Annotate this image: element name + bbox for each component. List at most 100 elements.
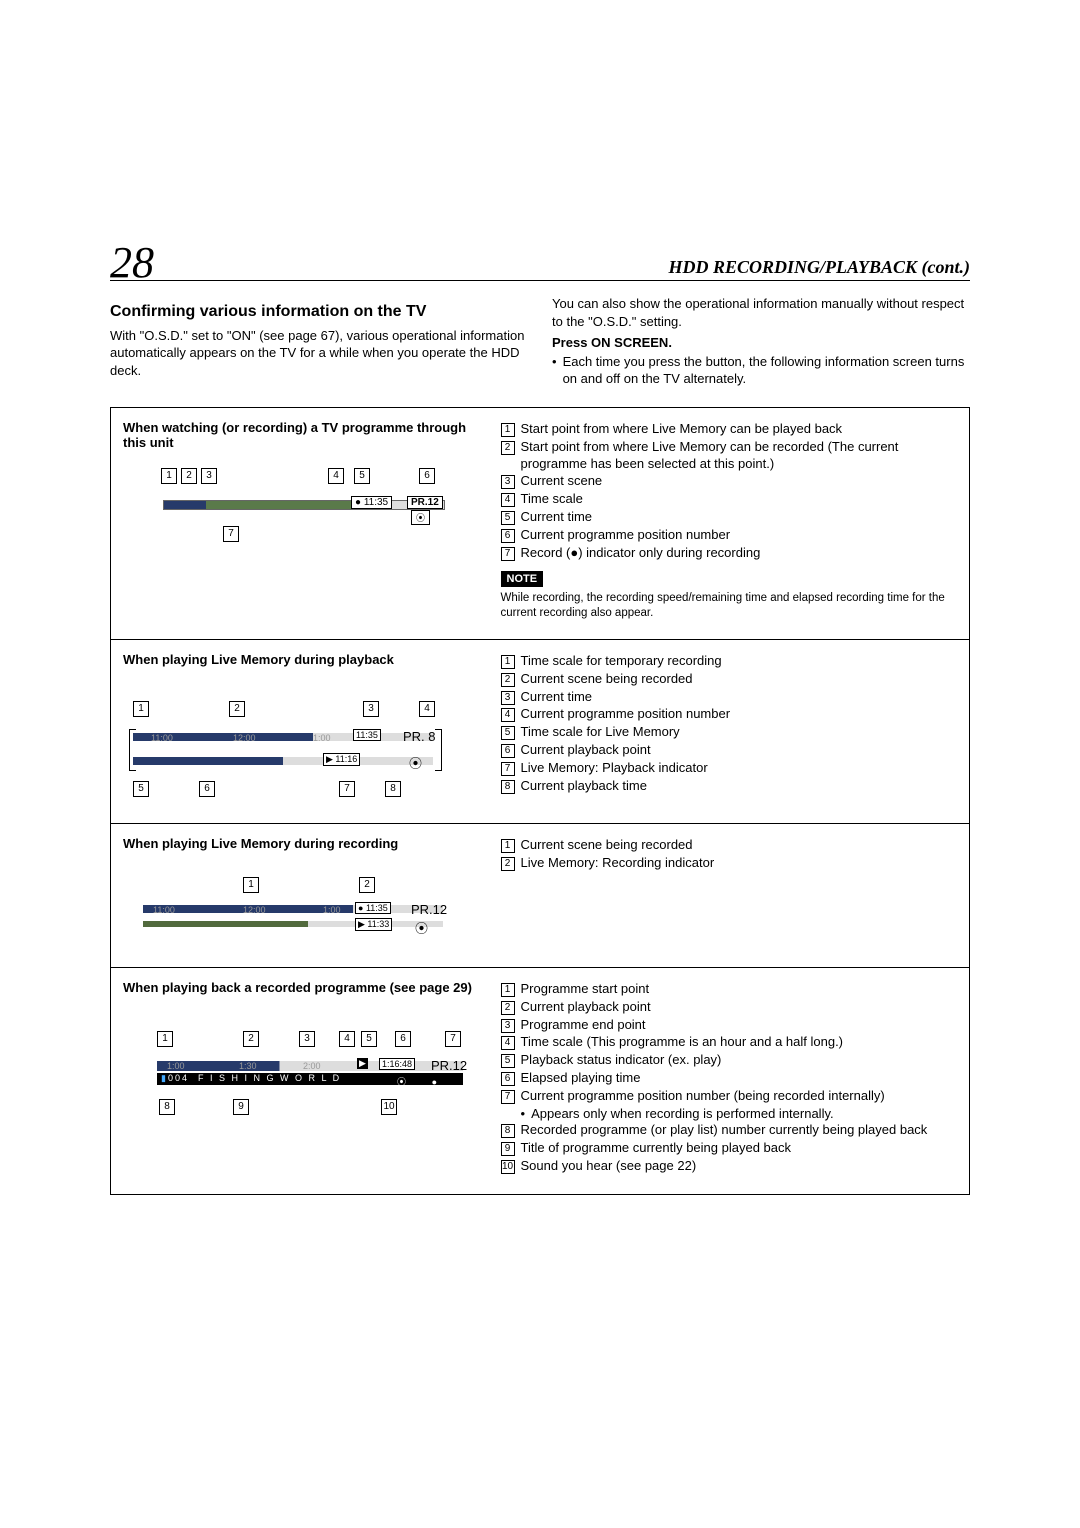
section-watching: When watching (or recording) a TV progra…	[111, 408, 969, 640]
axis: 11:00	[153, 905, 175, 915]
play-status: ▶	[357, 1058, 368, 1069]
bullet-dot: •	[552, 353, 557, 388]
pr-box: PR. 8	[403, 729, 436, 744]
time-box: ● 11:35	[355, 902, 391, 914]
legend-item: Current scene being recorded	[521, 671, 693, 688]
legend-item: Start point from where Live Memory can b…	[521, 421, 843, 438]
sec1-title: When watching (or recording) a TV progra…	[123, 420, 477, 450]
legend-item: Current scene being recorded	[521, 837, 693, 854]
current-time-box: ● 11:35	[351, 496, 392, 509]
callout: 4	[328, 468, 344, 484]
subtitle: Confirming various information on the TV	[110, 301, 528, 323]
right-bullet: Each time you press the button, the foll…	[563, 353, 970, 388]
header-bar: 28 HDD RECORDING/PLAYBACK (cont.)	[110, 240, 970, 281]
pr-box: PR.12	[411, 902, 447, 917]
pr-box: PR.12	[407, 496, 443, 509]
disc-indicator: ⦿	[409, 753, 422, 772]
callout: 5	[133, 781, 149, 797]
section-recording: When playing Live Memory during recordin…	[111, 824, 969, 968]
note-badge: NOTE	[501, 571, 544, 587]
axis: 1:00	[323, 905, 341, 915]
callout: 3	[363, 701, 379, 717]
rec-indicator: ⦿	[411, 510, 430, 525]
axis: 1:00	[167, 1061, 185, 1071]
axis: 1:00	[313, 733, 331, 743]
title-bar: ▮004 F I S H I N G W O R L D	[157, 1073, 391, 1085]
callout: 1	[157, 1031, 173, 1047]
legend-item: Sound you hear (see page 22)	[521, 1158, 697, 1175]
callout: 7	[339, 781, 355, 797]
legend-item: Live Memory: Recording indicator	[521, 855, 715, 872]
axis: 12:00	[243, 905, 266, 915]
legend-item: Programme start point	[521, 981, 650, 998]
legend-item: Title of programme currently being playe…	[521, 1140, 791, 1157]
callout: 1	[133, 701, 149, 717]
callout: 2	[181, 468, 197, 484]
play-box: ▶ 11:16	[323, 753, 360, 766]
section-playback: When playing Live Memory during playback…	[111, 640, 969, 824]
callout: 10	[381, 1099, 397, 1115]
axis: 1:30	[239, 1061, 257, 1071]
section-header: HDD RECORDING/PLAYBACK (cont.)	[668, 257, 970, 278]
sec3-legend: 1Current scene being recorded 2Live Memo…	[489, 824, 969, 967]
info-box: When watching (or recording) a TV progra…	[110, 407, 970, 1195]
legend-item: Live Memory: Playback indicator	[521, 760, 708, 777]
callout: 6	[199, 781, 215, 797]
prog-num: 004	[168, 1073, 189, 1083]
callout: 1	[161, 468, 177, 484]
callout: 9	[233, 1099, 249, 1115]
legend-subbullet: Appears only when recording is performed…	[531, 1106, 834, 1121]
legend-item: Current time	[521, 689, 593, 706]
legend-item: Current scene	[521, 473, 603, 490]
intro-columns: Confirming various information on the TV…	[110, 295, 970, 389]
legend-item: Time scale for Live Memory	[521, 724, 680, 741]
axis: 11:00	[151, 733, 173, 743]
note-text: While recording, the recording speed/rem…	[501, 591, 957, 621]
pr-box: PR.12	[431, 1058, 467, 1073]
callout: 2	[243, 1031, 259, 1047]
time-box: 11:35	[353, 729, 381, 741]
callout: 4	[419, 701, 435, 717]
callout: 5	[361, 1031, 377, 1047]
callout: 4	[339, 1031, 355, 1047]
legend-item: Elapsed playing time	[521, 1070, 641, 1087]
callout: 2	[359, 877, 375, 893]
callout: 7	[445, 1031, 461, 1047]
sec3-title: When playing Live Memory during recordin…	[123, 836, 477, 851]
legend-item: Record (●) indicator only during recordi…	[521, 545, 761, 562]
callout: 3	[201, 468, 217, 484]
legend-item: Start point from where Live Memory can b…	[521, 439, 957, 473]
legend-item: Current playback point	[521, 742, 651, 759]
callout: 1	[243, 877, 259, 893]
sec2-title: When playing Live Memory during playback	[123, 652, 477, 667]
callout: 5	[354, 468, 370, 484]
disc-indicator: ⦿	[415, 918, 428, 937]
legend-item: Playback status indicator (ex. play)	[521, 1052, 722, 1069]
axis: 12:00	[233, 733, 256, 743]
legend-item: Time scale	[521, 491, 583, 508]
elapsed-box: 1:16:48	[379, 1058, 415, 1070]
legend-item: Current playback point	[521, 999, 651, 1016]
page-number: 28	[110, 237, 154, 288]
legend-item: Current programme position number (being…	[521, 1088, 885, 1105]
sec2-legend: 1Time scale for temporary recording 2Cur…	[489, 640, 969, 823]
legend-item: Current programme position number	[521, 527, 731, 544]
callout: 6	[395, 1031, 411, 1047]
play-box: ▶ 11:33	[355, 918, 392, 931]
diagram-4: 1 2 3 4 5 6 7	[123, 1013, 477, 1123]
diagram-3: 1 2 11:00 12:00 1:00 ● 11:35 PR.12 ▶ 11:…	[123, 869, 477, 949]
callout: 2	[229, 701, 245, 717]
icon-bar: ⦿ ●	[391, 1073, 463, 1085]
legend-item: Current playback time	[521, 778, 647, 795]
callout: 7	[223, 526, 239, 542]
manual-page: 28 HDD RECORDING/PLAYBACK (cont.) Confir…	[90, 60, 990, 1255]
callout: 8	[159, 1099, 175, 1115]
legend-item: Recorded programme (or play list) number…	[521, 1122, 928, 1139]
sec4-title: When playing back a recorded programme (…	[123, 980, 477, 995]
legend-item: Time scale for temporary recording	[521, 653, 722, 670]
legend-item: Current time	[521, 509, 593, 526]
left-intro: With "O.S.D." set to "ON" (see page 67),…	[110, 327, 528, 380]
callout: 6	[419, 468, 435, 484]
section-recorded-programme: When playing back a recorded programme (…	[111, 968, 969, 1194]
diagram-1: 1 2 3 4 5 6 11:00 12:00 1:00 ● 11:	[123, 468, 477, 548]
